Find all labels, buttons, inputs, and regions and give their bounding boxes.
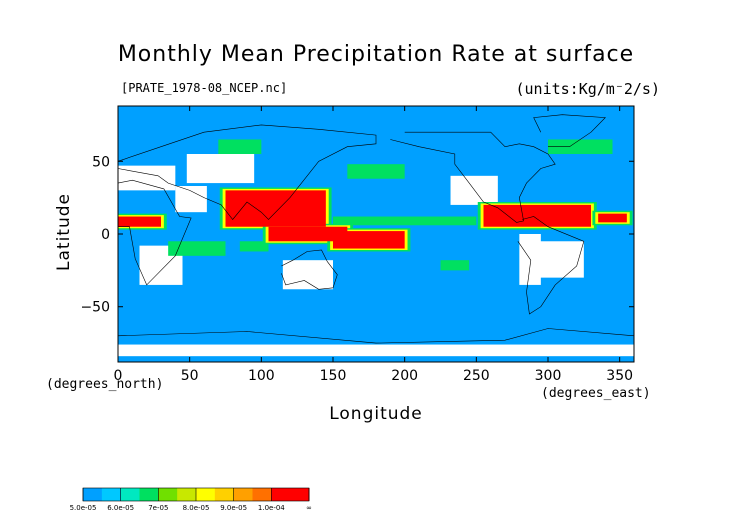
x-tick-label-100: 100 bbox=[248, 368, 275, 384]
colorbar-swatch-7 bbox=[214, 488, 235, 501]
moderate-region-0 bbox=[333, 216, 477, 226]
x-tick-label-0: 0 bbox=[114, 368, 123, 384]
low-region-4 bbox=[282, 260, 333, 290]
x-tick-label-200: 200 bbox=[391, 368, 418, 384]
colorbar-swatch-6 bbox=[196, 488, 216, 501]
colorbar-swatch-9 bbox=[252, 488, 272, 501]
x-tick-label-250: 250 bbox=[463, 368, 490, 384]
x-tick-label-300: 300 bbox=[535, 368, 562, 384]
colorbar-label-6: ∞ bbox=[306, 504, 312, 512]
y-unit-label: (degrees_north) bbox=[46, 377, 164, 392]
colorbar-label-2: 7e-05 bbox=[148, 504, 168, 512]
high-region-4 bbox=[118, 216, 161, 227]
x-tick-label-50: 50 bbox=[181, 368, 199, 384]
moderate-region-5 bbox=[548, 139, 613, 154]
source-file-label: [PRATE_1978-08_NCEP.nc] bbox=[121, 81, 288, 95]
moderate-region-2 bbox=[239, 241, 269, 252]
colorbar-swatch-3 bbox=[139, 488, 159, 501]
colorbar-label-0: 5.0e-05 bbox=[70, 504, 97, 512]
units-label: (units:Kg/m⁻2/s) bbox=[515, 80, 661, 98]
colorbar-label-5: 1.0e-04 bbox=[258, 504, 285, 512]
colorbar-label-3: 8.0e-05 bbox=[183, 504, 210, 512]
colorbar-swatch-4 bbox=[158, 488, 178, 501]
high-region-1 bbox=[268, 226, 348, 242]
high-region-0 bbox=[225, 190, 326, 227]
colorbar: 5.0e-05 6.0e-05 7e-05 8.0e-05 9.0e-05 1.0e-04… bbox=[70, 487, 312, 512]
coastline-4 bbox=[517, 216, 585, 315]
y-tick-label-0: 0 bbox=[101, 227, 110, 243]
low-region-5 bbox=[450, 175, 498, 205]
low-region-1 bbox=[118, 165, 176, 191]
x-tick-label-150: 150 bbox=[320, 368, 347, 384]
x-axis-label: Longitude bbox=[329, 404, 423, 424]
low-region-6 bbox=[533, 241, 584, 278]
chart-title: Monthly Mean Precipitation Rate at surfa… bbox=[117, 42, 635, 67]
colorbar-label-1: 6.0e-05 bbox=[107, 504, 134, 512]
colorbar-label-4: 9.0e-05 bbox=[220, 504, 247, 512]
moderate-region-1 bbox=[168, 241, 226, 256]
coastline-6 bbox=[117, 328, 635, 344]
precipitation-field bbox=[118, 106, 634, 362]
high-region-3 bbox=[483, 204, 591, 227]
low-region-3 bbox=[186, 154, 255, 184]
coastlines bbox=[117, 114, 635, 344]
y-tick-label-50: 50 bbox=[92, 154, 110, 170]
x-unit-label: (degrees_east) bbox=[541, 386, 651, 401]
colorbar-swatch-0 bbox=[83, 488, 103, 501]
high-region-5 bbox=[598, 213, 627, 223]
coastline-1 bbox=[117, 124, 377, 220]
coastline-5 bbox=[533, 114, 606, 147]
coastline-0 bbox=[117, 179, 192, 286]
colorbar-swatch-8 bbox=[233, 488, 253, 501]
x-tick-label-350: 350 bbox=[606, 368, 633, 384]
y-ticks: 50 0 −50 bbox=[80, 154, 634, 316]
low-region-2 bbox=[175, 186, 207, 213]
coastline-3 bbox=[390, 131, 556, 223]
moderate-region-4 bbox=[218, 139, 262, 154]
x-ticks: 0 50 100 150 200 250 300 350 bbox=[114, 106, 633, 384]
colorbar-swatch-2 bbox=[120, 488, 140, 501]
moderate-region-6 bbox=[347, 164, 405, 179]
moderate-region-3 bbox=[440, 260, 470, 271]
colorbar-swatch-1 bbox=[101, 488, 122, 501]
coastline-2 bbox=[281, 249, 338, 290]
colorbar-swatch-5 bbox=[177, 488, 197, 501]
low-region-8 bbox=[118, 344, 634, 357]
colorbar-swatch-11 bbox=[290, 488, 310, 501]
y-tick-label--50: −50 bbox=[80, 300, 110, 316]
high-region-2 bbox=[333, 231, 405, 249]
colorbar-swatch-10 bbox=[271, 488, 291, 501]
